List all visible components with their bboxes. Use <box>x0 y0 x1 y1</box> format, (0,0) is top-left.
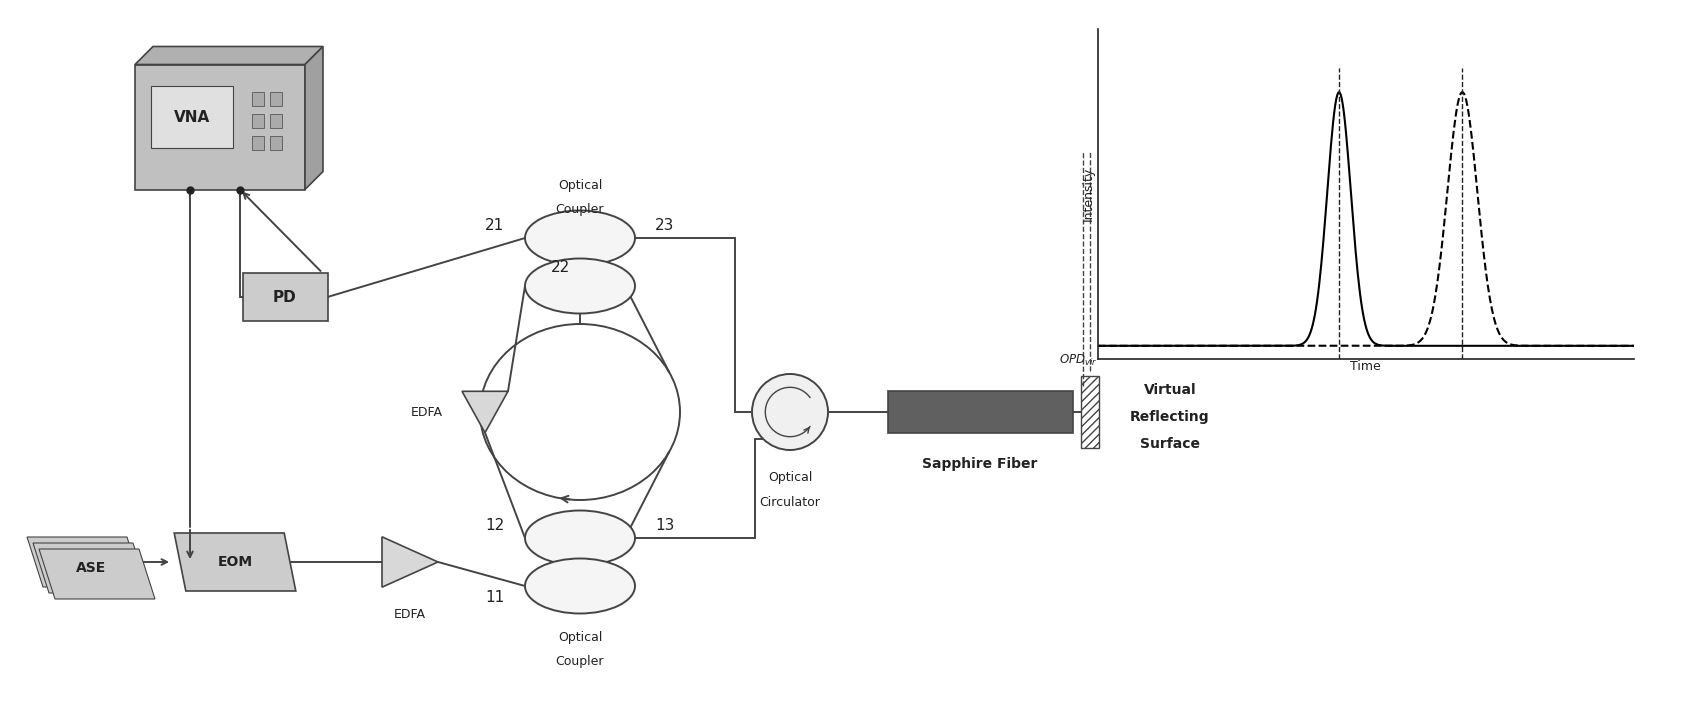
Text: 12: 12 <box>485 518 504 533</box>
Text: $OPD_{vir}$: $OPD_{vir}$ <box>1059 353 1098 368</box>
Text: Optical: Optical <box>768 472 812 485</box>
Text: Coupler: Coupler <box>557 204 604 217</box>
Text: Virtual: Virtual <box>1144 383 1197 397</box>
Text: Optical: Optical <box>558 632 603 645</box>
Bar <box>242 273 327 321</box>
Text: ASE: ASE <box>77 561 106 575</box>
Text: Circulator: Circulator <box>759 495 820 508</box>
Ellipse shape <box>524 511 635 566</box>
Polygon shape <box>134 47 323 65</box>
Bar <box>1081 376 1099 448</box>
Polygon shape <box>305 47 323 189</box>
Ellipse shape <box>524 259 635 313</box>
Polygon shape <box>39 549 155 599</box>
Text: VNA: VNA <box>174 110 209 125</box>
Text: PD: PD <box>272 290 296 305</box>
Text: Sapphire Fiber: Sapphire Fiber <box>922 457 1038 471</box>
Text: Reflecting: Reflecting <box>1130 410 1210 424</box>
Bar <box>252 92 264 106</box>
Bar <box>887 391 1072 433</box>
Bar <box>271 92 283 106</box>
Bar <box>252 136 264 150</box>
Text: 23: 23 <box>655 219 674 234</box>
Circle shape <box>752 374 827 450</box>
Bar <box>134 65 305 189</box>
Ellipse shape <box>524 211 635 265</box>
Text: 21: 21 <box>485 219 504 234</box>
Text: 13: 13 <box>655 518 674 533</box>
Polygon shape <box>32 543 150 593</box>
Polygon shape <box>381 537 437 587</box>
Text: Surface: Surface <box>1140 437 1200 451</box>
Text: EDFA: EDFA <box>410 406 443 419</box>
Bar <box>271 114 283 128</box>
Polygon shape <box>461 391 507 432</box>
Bar <box>252 114 264 128</box>
Text: EOM: EOM <box>218 555 252 569</box>
Polygon shape <box>174 533 296 591</box>
Polygon shape <box>27 537 143 587</box>
Ellipse shape <box>524 559 635 614</box>
Bar <box>271 136 283 150</box>
Text: Optical: Optical <box>558 179 603 192</box>
Text: EDFA: EDFA <box>393 607 426 620</box>
Text: 11: 11 <box>485 591 504 605</box>
Bar <box>151 86 233 148</box>
Text: Coupler: Coupler <box>557 655 604 668</box>
Text: 22: 22 <box>550 260 570 275</box>
